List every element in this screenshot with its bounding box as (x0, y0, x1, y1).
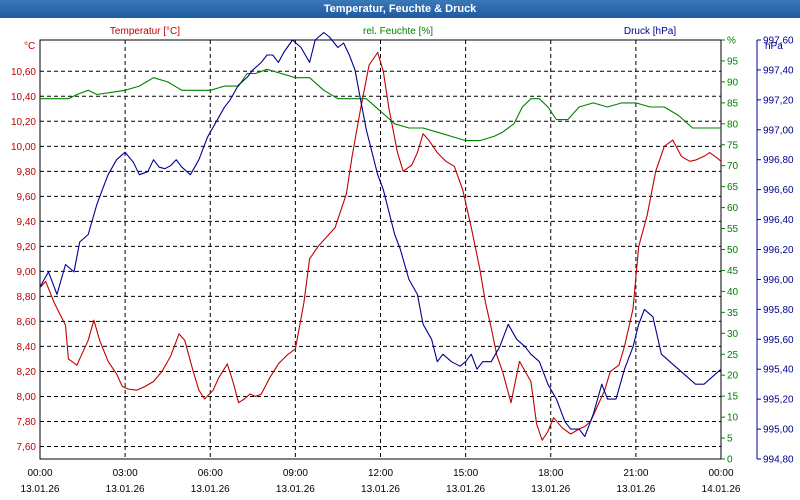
temperature-tick-label: 9,00 (17, 267, 37, 278)
temperature-axis-title: Temperatur [°C] (110, 26, 180, 37)
pressure-tick-label: 995,80 (763, 305, 794, 316)
x-tick-date: 13.01.26 (276, 484, 315, 495)
humidity-tick-label: 60 (727, 203, 739, 214)
humidity-tick-label: 15 (727, 392, 739, 403)
x-tick-date: 13.01.26 (191, 484, 230, 495)
x-tick-time: 09:00 (283, 468, 308, 479)
temperature-tick-label: 9,80 (17, 167, 37, 178)
x-tick-date: 13.01.26 (446, 484, 485, 495)
temperature-unit: °C (24, 41, 35, 52)
x-tick-time: 15:00 (453, 468, 478, 479)
humidity-tick-label: 40 (727, 287, 739, 298)
humidity-tick-label: % (727, 36, 736, 47)
pressure-tick-label: 994,80 (763, 455, 794, 466)
pressure-axis-title: Druck [hPa] (624, 26, 676, 37)
x-tick-time: 06:00 (198, 468, 223, 479)
humidity-series-line (40, 68, 721, 142)
pressure-tick-label: 995,60 (763, 335, 794, 346)
temperature-tick-label: 9,60 (17, 192, 37, 203)
pressure-unit: hPa (765, 41, 783, 52)
pressure-tick-label: 996,60 (763, 185, 794, 196)
x-tick-date: 13.01.26 (531, 484, 570, 495)
humidity-tick-label: 45 (727, 266, 739, 277)
humidity-tick-label: 65 (727, 182, 739, 193)
humidity-tick-label: 90 (727, 77, 739, 88)
humidity-tick-label: 80 (727, 119, 739, 130)
humidity-tick-label: 75 (727, 140, 739, 151)
pressure-tick-label: 997,60 (763, 36, 794, 47)
humidity-axis-title: rel. Feuchte [%] (363, 26, 433, 37)
humidity-tick-label: 85 (727, 98, 739, 109)
humidity-tick-label: 70 (727, 161, 739, 172)
temperature-tick-label: 8,80 (17, 292, 37, 303)
pressure-tick-label: 997,00 (763, 125, 794, 136)
x-tick-date: 13.01.26 (616, 484, 655, 495)
temperature-tick-label: 9,40 (17, 217, 37, 228)
pressure-tick-label: 996,00 (763, 275, 794, 286)
humidity-tick-label: 30 (727, 329, 739, 340)
temperature-series-line (39, 51, 722, 441)
plot-frame (39, 39, 722, 460)
x-tick-date: 13.01.26 (21, 484, 60, 495)
x-tick-time: 12:00 (368, 468, 393, 479)
x-tick-time: 00:00 (27, 468, 52, 479)
temperature-tick-label: 10,20 (11, 117, 36, 128)
x-tick-time: 00:00 (708, 468, 733, 479)
pressure-tick-label: 997,20 (763, 95, 794, 106)
x-tick-date: 13.01.26 (106, 484, 145, 495)
x-tick-time: 03:00 (113, 468, 138, 479)
chart: 7,60 7,80 8,00 8,20 8,40 8,60 8,80 9,00 9,20 9,40… (11, 26, 794, 495)
pressure-tick-label: 997,40 (763, 65, 794, 76)
pressure-tick-label: 995,20 (763, 395, 794, 406)
pressure-tick-label: 996,20 (763, 245, 794, 256)
temperature-tick-label: 10,40 (11, 92, 36, 103)
pressure-series-line (39, 31, 722, 438)
x-tick-date: 13.01.26 (361, 484, 400, 495)
humidity-tick-label: 55 (727, 224, 739, 235)
x-tick-time: 18:00 (538, 468, 563, 479)
humidity-tick-label: 50 (727, 245, 739, 256)
temperature-tick-label: 8,40 (17, 342, 37, 353)
chart-title: Temperatur, Feuchte & Druck (0, 0, 800, 18)
humidity-tick-label: 20 (727, 371, 739, 382)
temperature-tick-label: 8,00 (17, 392, 37, 403)
temperature-tick-label: 8,20 (17, 367, 37, 378)
x-tick-time: 21:00 (623, 468, 648, 479)
x-tick-date: 14.01.26 (702, 484, 741, 495)
temperature-tick-label: 7,80 (17, 417, 37, 428)
humidity-tick-label: 95 (727, 56, 739, 67)
pressure-tick-label: 995,40 (763, 365, 794, 376)
temperature-tick-label: 7,60 (17, 442, 37, 453)
humidity-tick-label: 0 (727, 455, 733, 466)
temperature-tick-label: 8,60 (17, 317, 37, 328)
humidity-tick-label: 25 (727, 350, 739, 361)
temperature-tick-label: 10,00 (11, 142, 36, 153)
humidity-tick-label: 10 (727, 413, 739, 424)
temperature-tick-label: 9,20 (17, 242, 37, 253)
temperature-tick-label: 10,60 (11, 67, 36, 78)
humidity-tick-label: 5 (727, 434, 733, 445)
humidity-tick-label: 35 (727, 308, 739, 319)
pressure-tick-label: 996,40 (763, 215, 794, 226)
pressure-tick-label: 996,80 (763, 155, 794, 166)
pressure-tick-label: 995,00 (763, 425, 794, 436)
